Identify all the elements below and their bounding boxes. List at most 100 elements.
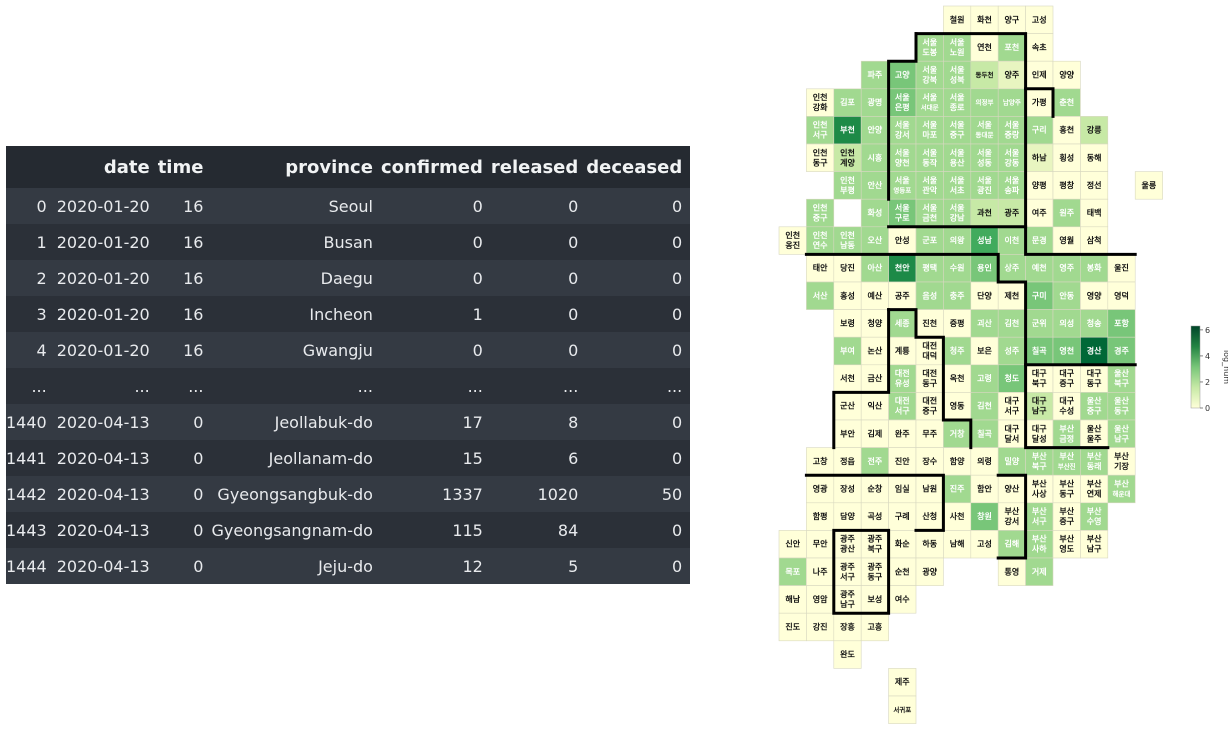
map-tile-label: 영천 — [1059, 346, 1074, 356]
cell-time: 16 — [183, 232, 204, 252]
map-tile-fill — [1052, 60, 1081, 90]
map-tile-fill — [778, 612, 807, 642]
map-tile-fill — [1080, 254, 1109, 283]
table-row: 1443 2020-04-13 0 Gyeongsangnam-do 115 84 0 — [6, 512, 691, 548]
cell-deceased: 0 — [672, 556, 683, 576]
cell-time: 0 — [193, 520, 204, 540]
province-border — [887, 32, 918, 201]
map-tile-fill — [1080, 143, 1109, 172]
map-tile-fill — [1025, 254, 1054, 283]
map-tile-label: 중구 — [950, 131, 965, 140]
map-tile-label: 철원 — [950, 14, 965, 24]
map-tile-label: 순창 — [868, 484, 883, 494]
map-tile-label: 임실 — [895, 484, 910, 494]
colorbar-tick-label: 6 — [1205, 326, 1210, 335]
map-tile: 영양 — [1080, 281, 1109, 310]
map-tile-fill — [997, 143, 1026, 172]
map-tile-label: 광주 — [840, 589, 855, 599]
map-tile-fill — [860, 226, 889, 255]
map-tile-fill — [943, 336, 972, 366]
map-tile: 남원 — [915, 474, 944, 504]
map-tile-fill — [806, 502, 835, 531]
map-tile-label: 동구 — [1059, 490, 1074, 499]
map-tile-label: 논산 — [868, 346, 883, 356]
map-tile-label: 서울 — [950, 92, 965, 102]
province-border — [887, 225, 1137, 256]
map-tile-label: 부산 — [1114, 451, 1129, 461]
map-tile-label: 태안 — [813, 263, 828, 273]
map-tile-fill — [833, 364, 862, 393]
map-tile-label: 하동 — [922, 539, 937, 549]
map-tile-fill — [943, 530, 972, 559]
map-tile-label: 고양 — [895, 70, 910, 80]
cell-released: ... — [563, 376, 579, 396]
map-tile: 김포 — [833, 88, 862, 117]
map-tile-label: 동래 — [1087, 461, 1102, 471]
table-row: 2 2020-01-20 16 Daegu 0 0 0 — [6, 260, 691, 296]
map-tile: 장성 — [833, 474, 862, 504]
map-tile-label: 충주 — [950, 290, 965, 300]
map-tile-label: 서구 — [1032, 516, 1047, 526]
map-tile-label: 서울 — [977, 120, 992, 130]
row-index: 2 — [36, 268, 47, 288]
map-tile-fill — [1080, 309, 1109, 338]
map-tile-label: 청송 — [1087, 318, 1102, 328]
map-tile: 완도 — [833, 640, 862, 669]
map-tile-label: 종로 — [950, 103, 965, 112]
map-tile-label: 나주 — [813, 566, 828, 576]
map-tile-label: 고창 — [813, 456, 828, 466]
map-tile-fill — [833, 585, 862, 614]
map-tile-fill — [970, 88, 999, 117]
cell-released: 0 — [568, 232, 579, 252]
map-tile-label: 성주 — [1005, 346, 1020, 356]
map-tile: 예산 — [860, 281, 889, 310]
map-tile-label: 인천 — [785, 230, 800, 240]
map-tile-label: 부천 — [840, 125, 855, 135]
map-tile-label: 무안 — [813, 539, 828, 549]
cell-date: 2020-01-20 — [56, 340, 150, 360]
map-tile-label: 부산 — [1032, 451, 1047, 461]
map-tile: 순천 — [888, 557, 917, 586]
province-border — [887, 308, 973, 450]
map-tile-label: 동두천 — [976, 70, 994, 79]
map-tile-label: 울산 — [1114, 423, 1129, 433]
map-tile: 밀양 — [997, 447, 1026, 476]
map-tile-fill — [888, 143, 917, 172]
map-tile-label: 서울 — [922, 37, 937, 47]
cell-province: Jeju-do — [318, 556, 373, 576]
map-tile-label: 화천 — [977, 14, 992, 24]
map-tile-fill — [915, 88, 944, 117]
map-tile-fill — [1080, 198, 1109, 228]
map-tile: 무주 — [915, 419, 944, 448]
map-tile: 의령 — [970, 447, 999, 476]
map-tile-label: 안동 — [1059, 290, 1074, 300]
map-tile: 임실 — [888, 474, 917, 504]
map-tile-fill — [970, 309, 999, 338]
map-tile-label: 횡성 — [1059, 152, 1074, 162]
map-tile-fill — [915, 33, 944, 62]
map-tile: 영월 — [1052, 226, 1081, 255]
map-tile: 영광 — [806, 474, 835, 504]
map-tile-label: 예천 — [1032, 263, 1047, 273]
map-tile: 화천 — [970, 5, 999, 34]
map-tile-label: 부평 — [840, 185, 855, 195]
map-tile-label: 영광 — [813, 484, 828, 494]
map-tile-label: 동구 — [922, 379, 937, 388]
map-tile-fill — [1080, 530, 1109, 559]
cell-date: 2020-01-20 — [56, 196, 150, 216]
map-tile-label: 관악 — [922, 185, 937, 195]
map-tile: 안양 — [860, 116, 889, 145]
map-tile: 구례 — [888, 502, 917, 531]
map-tile-label: 정읍 — [840, 456, 855, 466]
map-tile: 이천 — [997, 226, 1026, 255]
map-tile: 의왕 — [943, 226, 972, 255]
map-tile-label: 의왕 — [950, 235, 965, 245]
